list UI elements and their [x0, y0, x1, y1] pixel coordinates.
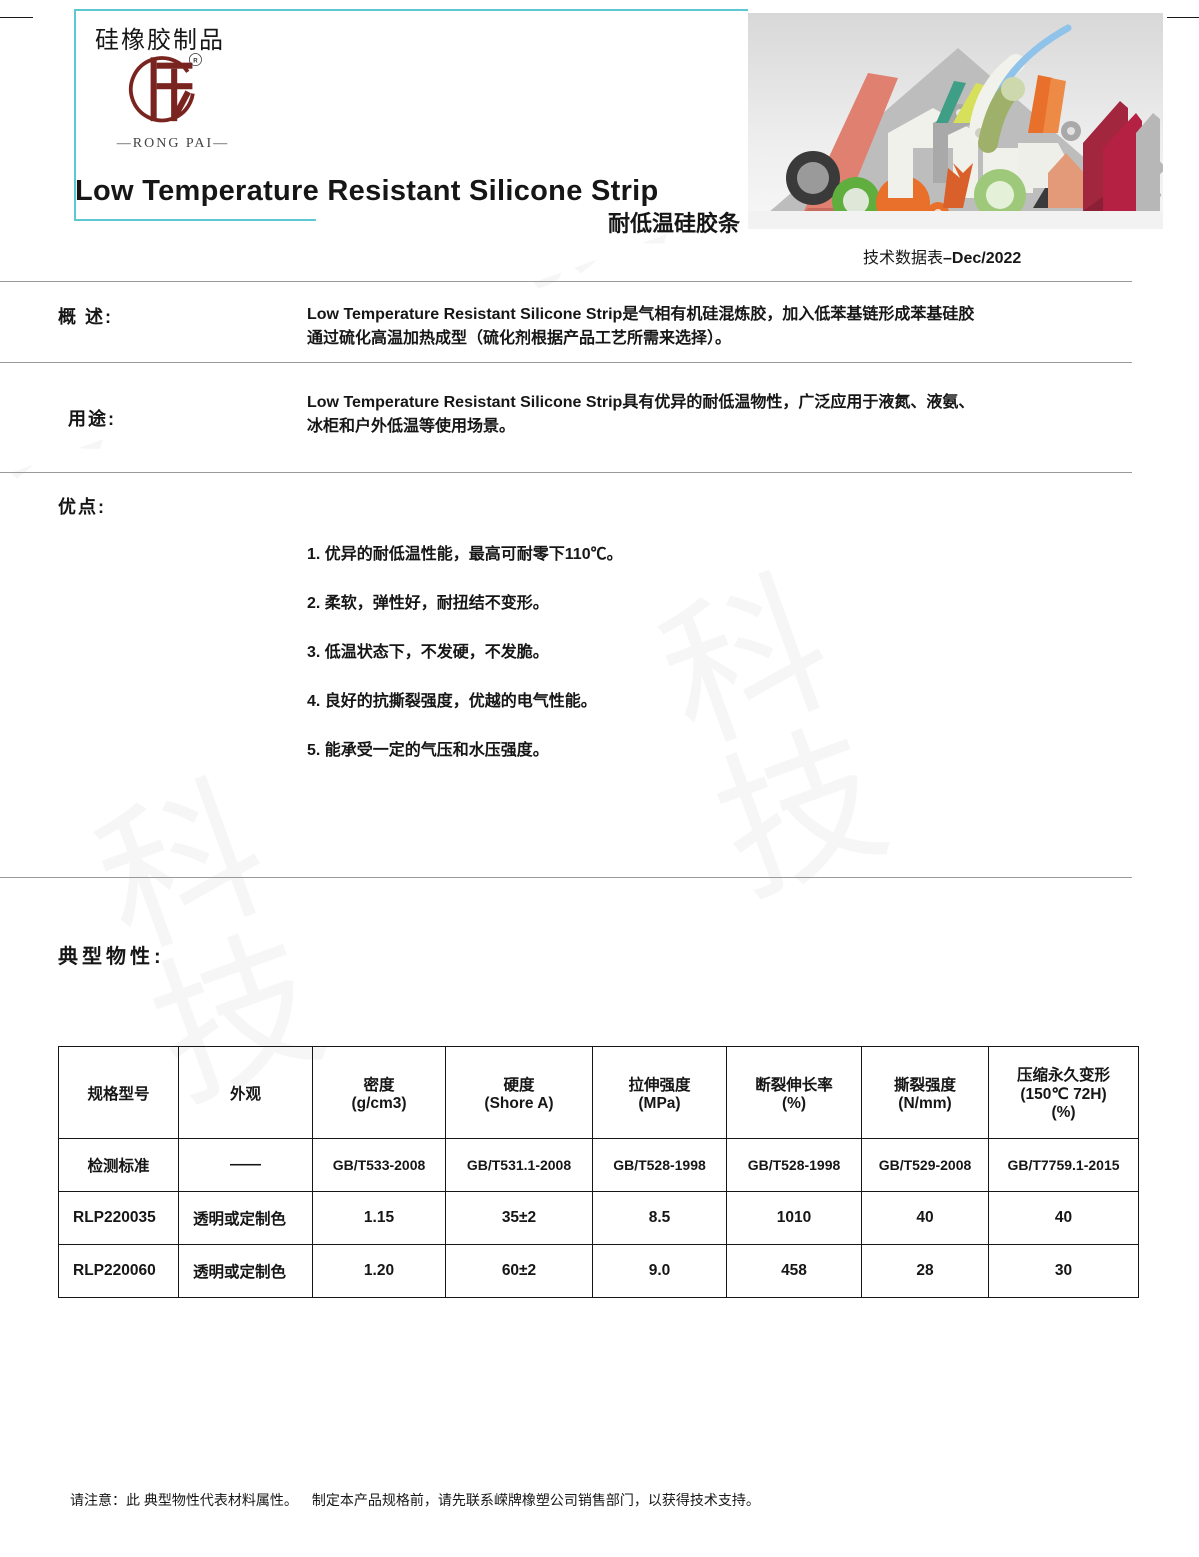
- svg-text:R: R: [193, 57, 198, 64]
